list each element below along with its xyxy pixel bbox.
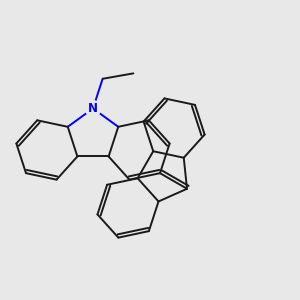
Text: N: N	[88, 102, 98, 115]
Circle shape	[85, 101, 101, 116]
